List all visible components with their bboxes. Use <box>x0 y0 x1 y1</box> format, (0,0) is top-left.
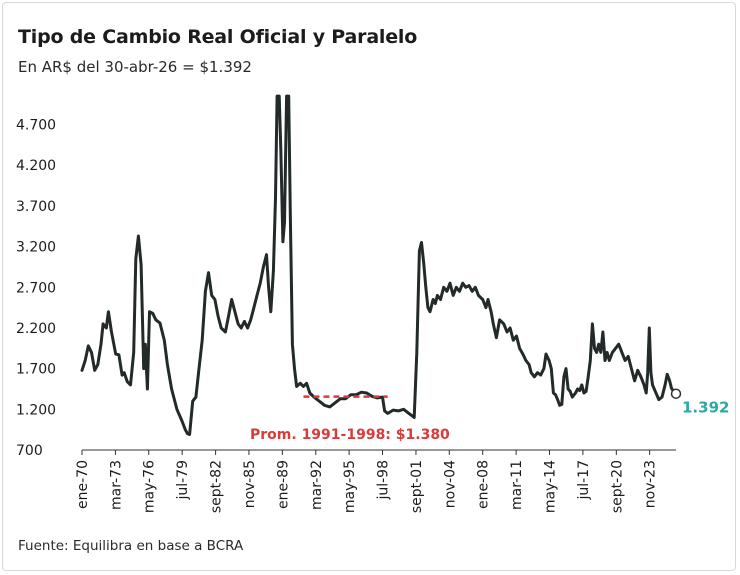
x-tick-label: jul-17 <box>576 460 592 501</box>
y-tick-label: 4.200 <box>16 158 56 174</box>
series-line <box>80 94 678 436</box>
x-tick-label: ene-08 <box>476 460 492 509</box>
x-tick-label: jul-98 <box>376 460 392 501</box>
y-tick-label: 3.200 <box>16 240 56 256</box>
x-tick-label: mar-11 <box>509 460 525 510</box>
source-note: Fuente: Equilibra en base a BCRA <box>18 538 244 554</box>
x-tick-label: jul-79 <box>175 460 191 501</box>
x-tick-label: nov-04 <box>442 460 458 508</box>
x-tick-label: ene-70 <box>75 460 91 509</box>
x-tick-label: nov-23 <box>643 460 659 508</box>
y-tick-label: 2.700 <box>16 280 56 296</box>
y-tick-label: 1.200 <box>16 402 56 418</box>
y-axis-ticks: 700 1.200 1.700 2.200 2.700 3.200 3.700 4.200 4.… <box>16 118 56 459</box>
chart-subtitle: En AR$ del 30-abr-26 = $1.392 <box>18 58 252 76</box>
x-tick-label: may-76 <box>142 460 158 513</box>
x-tick-label: nov-85 <box>242 460 258 508</box>
y-tick-label: 3.700 <box>16 199 56 215</box>
y-tick-label: 700 <box>16 443 43 459</box>
x-tick-label: may-14 <box>542 460 558 513</box>
x-tick-label: mar-73 <box>108 460 124 510</box>
y-tick-label: 4.700 <box>16 118 56 134</box>
x-tick-label: ene-89 <box>275 460 291 509</box>
x-tick-label: may-95 <box>342 460 358 513</box>
y-tick-label: 2.200 <box>16 321 56 337</box>
last-value-label: 1.392 <box>682 399 729 417</box>
x-tick-label: sept-01 <box>409 460 425 513</box>
chart-title: Tipo de Cambio Real Oficial y Paralelo <box>18 26 418 48</box>
x-axis-ticks: ene-70 mar-73 may-76 jul-79 sept-82 nov-85 ene… <box>75 450 659 513</box>
x-tick-label: sept-20 <box>609 460 625 513</box>
y-tick-label: 1.700 <box>16 362 56 378</box>
last-value-marker <box>670 388 682 399</box>
x-tick-label: mar-92 <box>309 460 325 510</box>
x-tick-label: sept-82 <box>209 460 225 513</box>
average-label: Prom. 1991-1998: $1.380 <box>250 427 450 443</box>
